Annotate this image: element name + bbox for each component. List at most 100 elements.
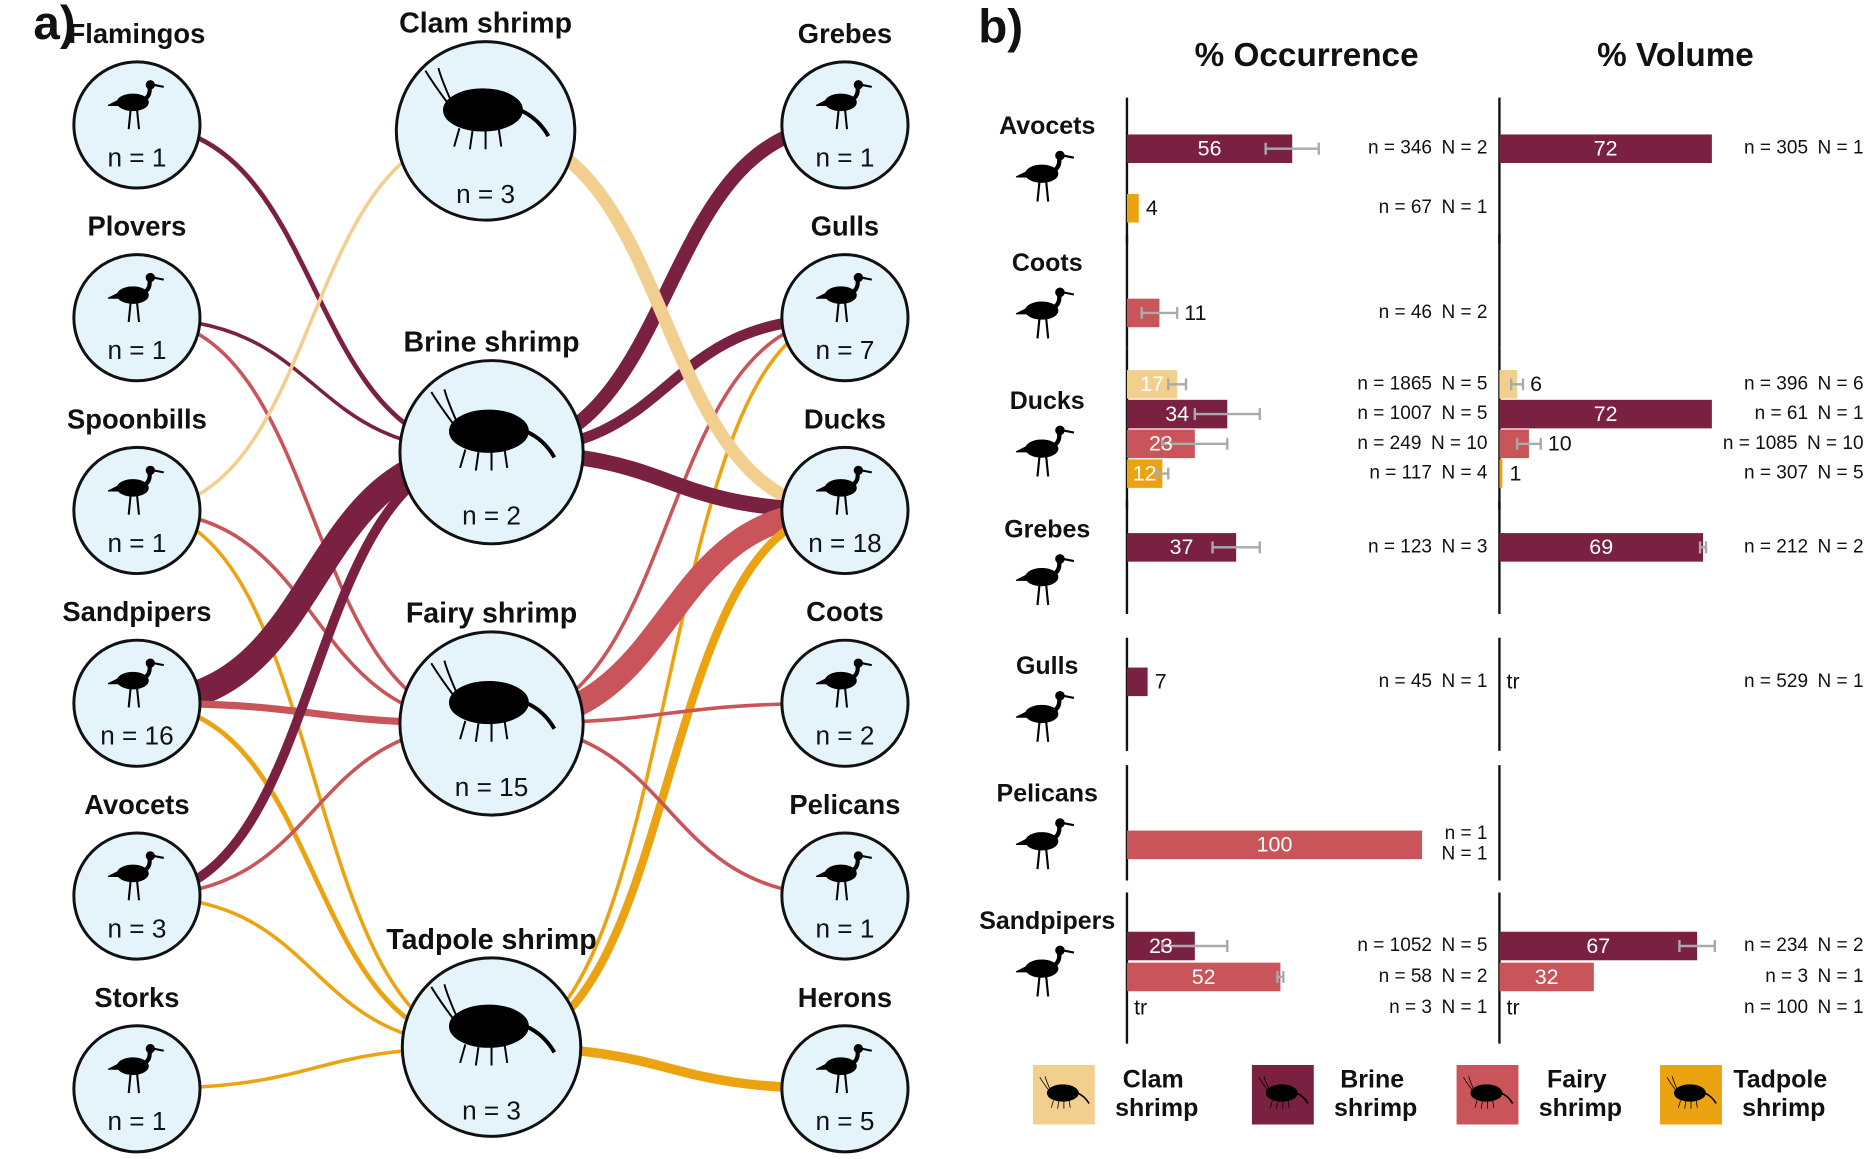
nodes: Flamingos n = 1 Plovers n = 1 Spoonbills n = … [62, 8, 910, 1154]
bird-n: n = 5 [815, 1106, 874, 1136]
group-icon [1016, 819, 1074, 869]
stats-part: N = 1 [1818, 966, 1864, 987]
stats-part: n = 305 [1744, 138, 1808, 159]
bird-name: Storks [94, 982, 179, 1013]
stats-part: N = 2 [1442, 302, 1488, 323]
bird-name: Sandpipers [62, 596, 211, 627]
bar [1499, 533, 1704, 562]
value-label: 4 [1146, 196, 1158, 220]
stats: n = 117 N = 4 [1369, 463, 1487, 484]
bird-node [780, 253, 910, 383]
bird-n: n = 1 [107, 528, 166, 558]
stats-part: N = 5 [1818, 463, 1864, 484]
stats-part: n = 100 [1744, 997, 1808, 1018]
value-label: tr [1134, 996, 1147, 1020]
bird-name: Plovers [88, 211, 187, 242]
stats: n = 234 N = 2 [1744, 935, 1863, 956]
group-name: Gulls [1016, 652, 1078, 680]
group-name: Coots [1012, 249, 1083, 277]
stats: N = 1 [1442, 843, 1488, 864]
bird-n: n = 1 [815, 913, 874, 943]
stats-part: n = 58 [1379, 966, 1432, 987]
legend-label-line: Clam [1123, 1065, 1191, 1093]
bird-n: n = 18 [808, 528, 881, 558]
legend-label-line: shrimp [1115, 1094, 1198, 1122]
stats-part: N = 4 [1442, 463, 1488, 484]
legend-label-line: Brine [1340, 1065, 1411, 1093]
group-icon [1016, 151, 1074, 201]
stats-part: n = 45 [1379, 671, 1432, 692]
bird-n: n = 16 [100, 721, 173, 751]
stats-part: N = 10 [1807, 433, 1864, 454]
value-label: 37 [1170, 535, 1194, 559]
error-bar [1698, 541, 1708, 554]
stats-part: n = 1007 [1357, 403, 1432, 424]
stats-part: N = 2 [1442, 138, 1488, 159]
stats-part: n = 46 [1379, 302, 1432, 323]
bird-name: Herons [798, 982, 892, 1013]
bird-node [72, 638, 202, 768]
bar [1499, 134, 1712, 164]
group-icon [1016, 946, 1074, 996]
bird-n: n = 3 [107, 913, 166, 943]
value-label: 11 [1184, 301, 1206, 325]
stats: n = 3 N = 1 [1765, 966, 1863, 987]
stats: n = 3 N = 1 [1389, 997, 1487, 1018]
stats: n = 58 N = 2 [1379, 966, 1488, 987]
value-label: 32 [1535, 965, 1559, 989]
column-header: % Volume [1597, 37, 1754, 74]
stats-part: n = 307 [1744, 463, 1808, 484]
stats: n = 1 [1445, 823, 1488, 844]
bird-node [780, 638, 910, 768]
stats-part: N = 10 [1431, 433, 1488, 454]
stats-part: n = 212 [1744, 536, 1808, 557]
stats-part: n = 3 [1389, 997, 1432, 1018]
stats-part: N = 2 [1818, 536, 1864, 557]
value-label: 10 [1548, 432, 1572, 456]
stats-part: n = 396 [1744, 373, 1808, 394]
stats: n = 46 N = 2 [1379, 302, 1488, 323]
stats-part: N = 3 [1442, 536, 1488, 557]
group-name: Pelicans [997, 779, 1098, 807]
bird-node [780, 60, 910, 190]
stats-part: N = 1 [1818, 997, 1864, 1018]
stats-part: n = 1865 [1357, 373, 1432, 394]
bird-name: Ducks [804, 403, 886, 434]
stats-part: N = 5 [1442, 403, 1488, 424]
stats-part: N = 1 [1442, 197, 1488, 218]
error-bar [1161, 940, 1229, 952]
bird-node [72, 1024, 202, 1154]
stats-part: n = 234 [1744, 935, 1808, 956]
stats-part: n = 1052 [1357, 935, 1432, 956]
stats: n = 1865 N = 5 [1357, 373, 1487, 394]
bird-node [780, 445, 910, 576]
error-bar [1276, 970, 1285, 983]
value-label: 72 [1594, 402, 1618, 426]
bird-name: Gulls [811, 211, 879, 242]
panel-label: b) [978, 0, 1023, 53]
stats: n = 1007 N = 5 [1357, 403, 1487, 424]
stats-part: N = 5 [1442, 935, 1488, 956]
stats-part: n = 67 [1379, 197, 1432, 218]
bar [1499, 459, 1503, 488]
stats: n = 45 N = 1 [1379, 671, 1488, 692]
stats: n = 249 N = 10 [1357, 433, 1487, 454]
bird-n: n = 1 [107, 1106, 166, 1136]
bird-node [72, 831, 202, 961]
bird-node [72, 60, 202, 190]
bird-node [72, 253, 202, 383]
legend-label: Fairy shrimp [1539, 1065, 1622, 1122]
value-label: 17 [1140, 372, 1164, 396]
stats: n = 61 N = 1 [1755, 403, 1864, 424]
stats: n = 346 N = 2 [1368, 138, 1487, 159]
error-bar [1161, 437, 1229, 450]
bird-name: Flamingos [69, 18, 206, 49]
error-bar [1515, 437, 1542, 450]
prey-n: n = 3 [456, 179, 515, 209]
legend-label-line: shrimp [1539, 1094, 1622, 1122]
panel-label: a) [33, 0, 75, 50]
value-label: 34 [1165, 402, 1189, 426]
bird-n: n = 1 [107, 335, 166, 365]
prey-name: Fairy shrimp [406, 598, 577, 630]
